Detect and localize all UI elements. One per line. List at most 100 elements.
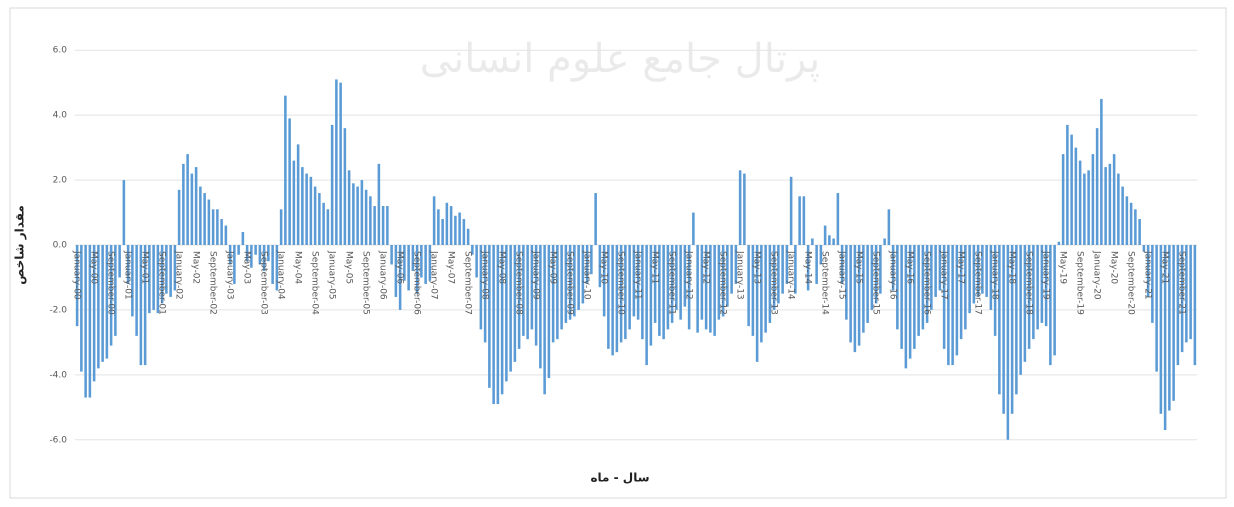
bar [709, 245, 712, 333]
bar [1129, 202, 1133, 245]
bar [726, 245, 729, 307]
bar [1151, 245, 1154, 323]
bar [407, 245, 410, 291]
bar [381, 206, 385, 245]
x-axis-title: سال - ماه [590, 471, 649, 485]
x-tick-label: January-08 [480, 250, 490, 300]
x-tick-label: September-14 [820, 251, 830, 315]
x-tick-label: January-07 [429, 250, 439, 300]
bar [547, 245, 551, 379]
bar [131, 245, 134, 317]
x-tick-label: September-04 [310, 251, 320, 315]
bar [1049, 245, 1052, 366]
bar [182, 163, 185, 245]
bar [165, 245, 168, 294]
bar [1070, 134, 1073, 245]
bar [802, 196, 806, 245]
bar [942, 245, 946, 349]
x-tick-label: May-06 [395, 251, 405, 284]
bar [245, 245, 249, 262]
x-tick-label: May-12 [701, 251, 711, 284]
bar [330, 124, 334, 245]
bar [751, 245, 755, 336]
x-tick-label: September-03 [259, 251, 269, 315]
bar [1155, 245, 1158, 372]
x-tick-label: January-05 [327, 250, 337, 300]
bar [420, 245, 423, 278]
bar [288, 118, 291, 245]
bar [80, 245, 83, 372]
bar [1180, 245, 1184, 353]
bar [496, 245, 500, 405]
bar [539, 245, 542, 369]
bar [75, 245, 79, 327]
bar [619, 245, 623, 343]
bar [700, 245, 704, 320]
bar [772, 245, 776, 310]
bar [526, 245, 529, 340]
bar [590, 245, 593, 275]
bar [105, 245, 109, 359]
bar [836, 193, 840, 245]
bar [828, 235, 831, 245]
bar [993, 245, 997, 336]
bar [500, 245, 504, 395]
bar [632, 245, 636, 317]
bar [403, 245, 406, 281]
bar [458, 212, 461, 245]
bar [1023, 245, 1027, 362]
bar [488, 245, 491, 388]
bar [1159, 245, 1163, 414]
bar [271, 245, 274, 284]
x-tick-label: September-08 [514, 251, 524, 315]
bar [683, 245, 687, 307]
bar [432, 196, 436, 245]
bar [220, 219, 223, 245]
bar [1083, 173, 1086, 245]
bar [237, 245, 240, 255]
bar [369, 196, 372, 245]
bar [819, 245, 823, 265]
x-tick-label: September-15 [871, 251, 881, 315]
bar [845, 245, 848, 320]
x-tick-label: September-19 [1075, 251, 1085, 315]
bar [441, 219, 444, 245]
bar [598, 245, 602, 288]
x-tick-label: May-13 [752, 251, 762, 284]
bar [1057, 241, 1061, 245]
bar [1172, 245, 1175, 401]
bar [755, 245, 759, 362]
bar [462, 219, 466, 245]
bar [721, 245, 725, 317]
x-tick-label: May-09 [548, 251, 558, 284]
bar [1104, 167, 1107, 245]
bar [543, 245, 546, 395]
x-tick-label: September-09 [565, 251, 575, 315]
bar [483, 245, 487, 343]
bar [951, 245, 954, 366]
bar [122, 180, 126, 245]
bar [513, 245, 517, 362]
bar [976, 245, 980, 297]
bar [471, 245, 474, 255]
x-tick-label: May-01 [140, 251, 150, 284]
x-tick-label: September-16 [922, 251, 932, 315]
x-tick-label: January-03 [225, 250, 235, 300]
bar [207, 199, 211, 245]
bar [1189, 245, 1192, 340]
x-tick-label: January-13 [735, 250, 745, 300]
bar [267, 245, 270, 262]
bar [386, 206, 389, 245]
bar [97, 245, 100, 369]
bar [1108, 163, 1112, 245]
x-tick-label: January-21 [1143, 250, 1153, 300]
bar [216, 209, 219, 245]
x-tick-label: January-19 [1041, 250, 1051, 300]
bar [92, 245, 96, 382]
x-tick-label: May-04 [293, 251, 303, 284]
x-tick-label: May-10 [599, 251, 609, 284]
bar [1125, 196, 1129, 245]
bar [785, 245, 789, 284]
x-tick-label: January-18 [990, 250, 1000, 300]
bar [964, 245, 967, 330]
